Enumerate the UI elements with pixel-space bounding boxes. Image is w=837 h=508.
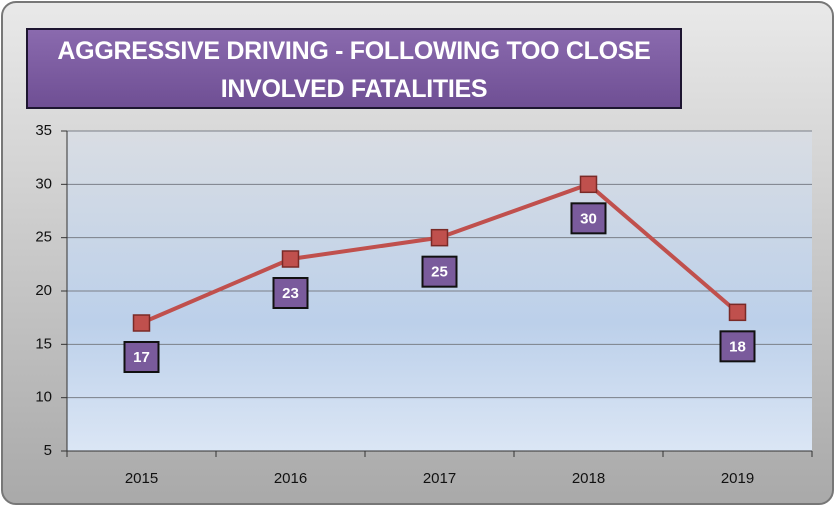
data-label-box <box>272 277 309 309</box>
x-tick-label: 2016 <box>274 470 307 487</box>
y-tick-label: 30 <box>35 175 52 192</box>
x-tick-label: 2019 <box>721 470 754 487</box>
y-tick-label: 20 <box>35 282 52 299</box>
x-tick-label: 2017 <box>423 470 456 487</box>
y-tick-label: 15 <box>35 335 52 352</box>
data-label: 25 <box>431 264 448 281</box>
y-tick-label: 10 <box>35 389 52 406</box>
data-label-box <box>421 255 458 288</box>
y-tick-label: 25 <box>35 229 52 246</box>
data-label: 17 <box>133 349 150 366</box>
data-label-box <box>123 341 160 373</box>
chart-title: AGGRESSIVE DRIVING - FOLLOWING TOO CLOSE… <box>26 28 682 109</box>
marker <box>430 228 449 247</box>
x-tick-label: 2015 <box>125 470 158 487</box>
x-tick-label: 2018 <box>572 470 605 487</box>
marker <box>728 303 747 322</box>
data-label-box <box>570 202 607 235</box>
data-label: 23 <box>282 285 299 302</box>
data-label: 18 <box>729 338 746 355</box>
data-label-box <box>719 330 756 363</box>
y-tick-label: 35 <box>35 122 52 139</box>
marker <box>579 175 598 194</box>
y-tick-label: 5 <box>44 442 52 459</box>
marker <box>132 314 151 332</box>
marker <box>281 250 300 268</box>
data-label: 30 <box>580 210 597 227</box>
